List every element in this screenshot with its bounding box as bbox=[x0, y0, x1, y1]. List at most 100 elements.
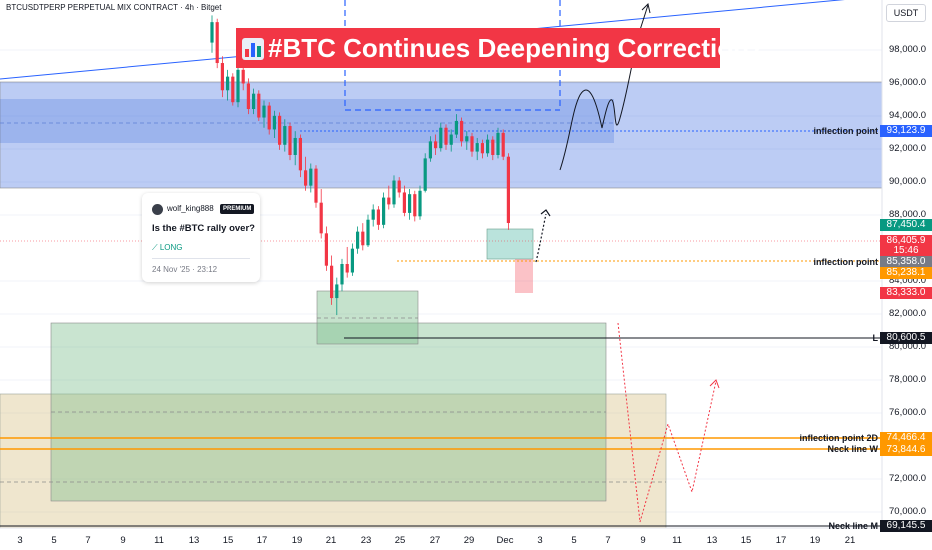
candle-body bbox=[480, 143, 484, 154]
candle-body bbox=[241, 69, 245, 84]
card-divider bbox=[152, 258, 250, 259]
date-axis-label: 23 bbox=[360, 535, 372, 546]
note-inflection-2d: inflection point 2D bbox=[799, 433, 879, 443]
direction-label: ⟋ LONG bbox=[152, 243, 183, 253]
date-axis-label: 3 bbox=[537, 535, 543, 546]
note-neck-m: Neck line M bbox=[828, 521, 878, 531]
candlestick-series bbox=[210, 15, 510, 316]
candle-body bbox=[491, 139, 495, 155]
symbol-title[interactable]: BTCUSDTPERP PERPETUAL MIX CONTRACT · 4h … bbox=[6, 3, 222, 12]
currency-selector[interactable]: USDT bbox=[886, 4, 926, 22]
candle-body bbox=[288, 126, 292, 155]
long-target-box bbox=[486, 228, 534, 260]
candle-body bbox=[231, 76, 235, 103]
trend-up-icon: ⟋ bbox=[152, 243, 160, 252]
candle-body bbox=[252, 93, 256, 110]
date-axis-label: 7 bbox=[605, 535, 611, 546]
candle-body bbox=[283, 126, 287, 145]
candle-body bbox=[366, 219, 370, 246]
date-axis-label: 27 bbox=[429, 535, 441, 546]
date-axis-label: 5 bbox=[571, 535, 577, 546]
price-axis-label: 78,000.0 bbox=[889, 374, 926, 385]
candle-body bbox=[475, 143, 479, 152]
price-axis-label: 92,000.0 bbox=[889, 143, 926, 154]
date-axis-label: 17 bbox=[775, 535, 787, 546]
price-tag-neck-w: 73,844.6 bbox=[880, 444, 932, 456]
candle-body bbox=[210, 22, 214, 43]
date-axis-label: 9 bbox=[120, 535, 126, 546]
candle-body bbox=[434, 141, 438, 149]
date-axis-label: 13 bbox=[706, 535, 718, 546]
candle-body bbox=[236, 69, 240, 103]
candle-body bbox=[460, 120, 464, 142]
candle-body bbox=[418, 190, 422, 217]
price-axis-label: 88,000.0 bbox=[889, 209, 926, 220]
price-tag-inflection-upper: 93,123.9 bbox=[880, 125, 932, 137]
candle-body bbox=[371, 209, 375, 220]
candle-body bbox=[376, 209, 380, 225]
price-tag-countdown: 15:46 bbox=[880, 245, 932, 257]
candle-body bbox=[314, 168, 318, 203]
idea-card[interactable]: wolf_king888 PREMIUM Is the #BTC rally o… bbox=[142, 193, 260, 282]
date-axis-label: 29 bbox=[463, 535, 475, 546]
candle-body bbox=[319, 202, 323, 234]
date-axis-label: Dec bbox=[496, 535, 514, 546]
date-axis-label: 21 bbox=[844, 535, 856, 546]
date-axis-label: 11 bbox=[672, 535, 682, 546]
grid-lines bbox=[0, 49, 882, 513]
price-axis-label: 96,000.0 bbox=[889, 77, 926, 88]
date-axis-label: 5 bbox=[51, 535, 57, 546]
bearish-projection-path bbox=[617, 322, 717, 523]
date-axis-label: 25 bbox=[394, 535, 406, 546]
candle-body bbox=[246, 83, 250, 110]
note-neck-w: Neck line W bbox=[827, 444, 878, 454]
resistance-core-zone bbox=[0, 99, 614, 143]
date-axis-label: 9 bbox=[640, 535, 646, 546]
dotted-projection bbox=[535, 213, 547, 263]
candle-body bbox=[382, 197, 386, 225]
candle-body bbox=[402, 192, 406, 213]
date-axis-label: 21 bbox=[325, 535, 337, 546]
candle-body bbox=[220, 63, 224, 91]
avatar[interactable] bbox=[152, 204, 163, 215]
candle-body bbox=[496, 132, 500, 155]
candle-body bbox=[413, 194, 417, 217]
price-axis-label: 76,000.0 bbox=[889, 407, 926, 418]
candle-body bbox=[444, 127, 448, 145]
candle-body bbox=[345, 264, 349, 273]
candle-body bbox=[387, 197, 391, 205]
date-axis-label: 15 bbox=[740, 535, 752, 546]
date-axis-label: 3 bbox=[17, 535, 23, 546]
price-axis-label: 82,000.0 bbox=[889, 308, 926, 319]
candle-body bbox=[501, 132, 505, 157]
price-axis-label: 80,000.0 bbox=[889, 341, 926, 352]
date-axis-label: 19 bbox=[809, 535, 821, 546]
candle-body bbox=[428, 141, 432, 159]
date-axis-label: 17 bbox=[256, 535, 268, 546]
price-tag-inflection-mid: 85,238.1 bbox=[880, 267, 932, 279]
price-tag-low: 80,600.5 bbox=[880, 332, 932, 344]
idea-title[interactable]: Is the #BTC rally over? bbox=[152, 223, 255, 234]
candle-body bbox=[330, 265, 334, 299]
price-tag-entry: 85,358.0 bbox=[880, 256, 932, 268]
price-tag-target: 87,450.4 bbox=[880, 219, 932, 231]
candle-body bbox=[309, 168, 313, 186]
bar-chart-icon bbox=[242, 38, 264, 60]
candle-body bbox=[408, 194, 412, 213]
price-tag-stop: 83,333.0 bbox=[880, 287, 932, 299]
bearish-projection-arrowhead bbox=[709, 379, 720, 389]
dotted-arrowhead bbox=[540, 209, 551, 217]
long-stop-box bbox=[515, 259, 533, 293]
author-username[interactable]: wolf_king888 bbox=[167, 204, 214, 213]
candle-body bbox=[506, 156, 510, 224]
price-tag-neck-m: 69,145.5 bbox=[880, 520, 932, 532]
candle-body bbox=[470, 136, 474, 152]
date-axis-label: 13 bbox=[188, 535, 200, 546]
idea-banner: #BTC Continues Deepening Correction? bbox=[236, 28, 765, 68]
candle-body bbox=[356, 231, 360, 249]
candle-body bbox=[257, 93, 261, 118]
price-tag-last-price: 86,405.9 bbox=[880, 235, 932, 247]
price-axis-label: 94,000.0 bbox=[889, 110, 926, 121]
